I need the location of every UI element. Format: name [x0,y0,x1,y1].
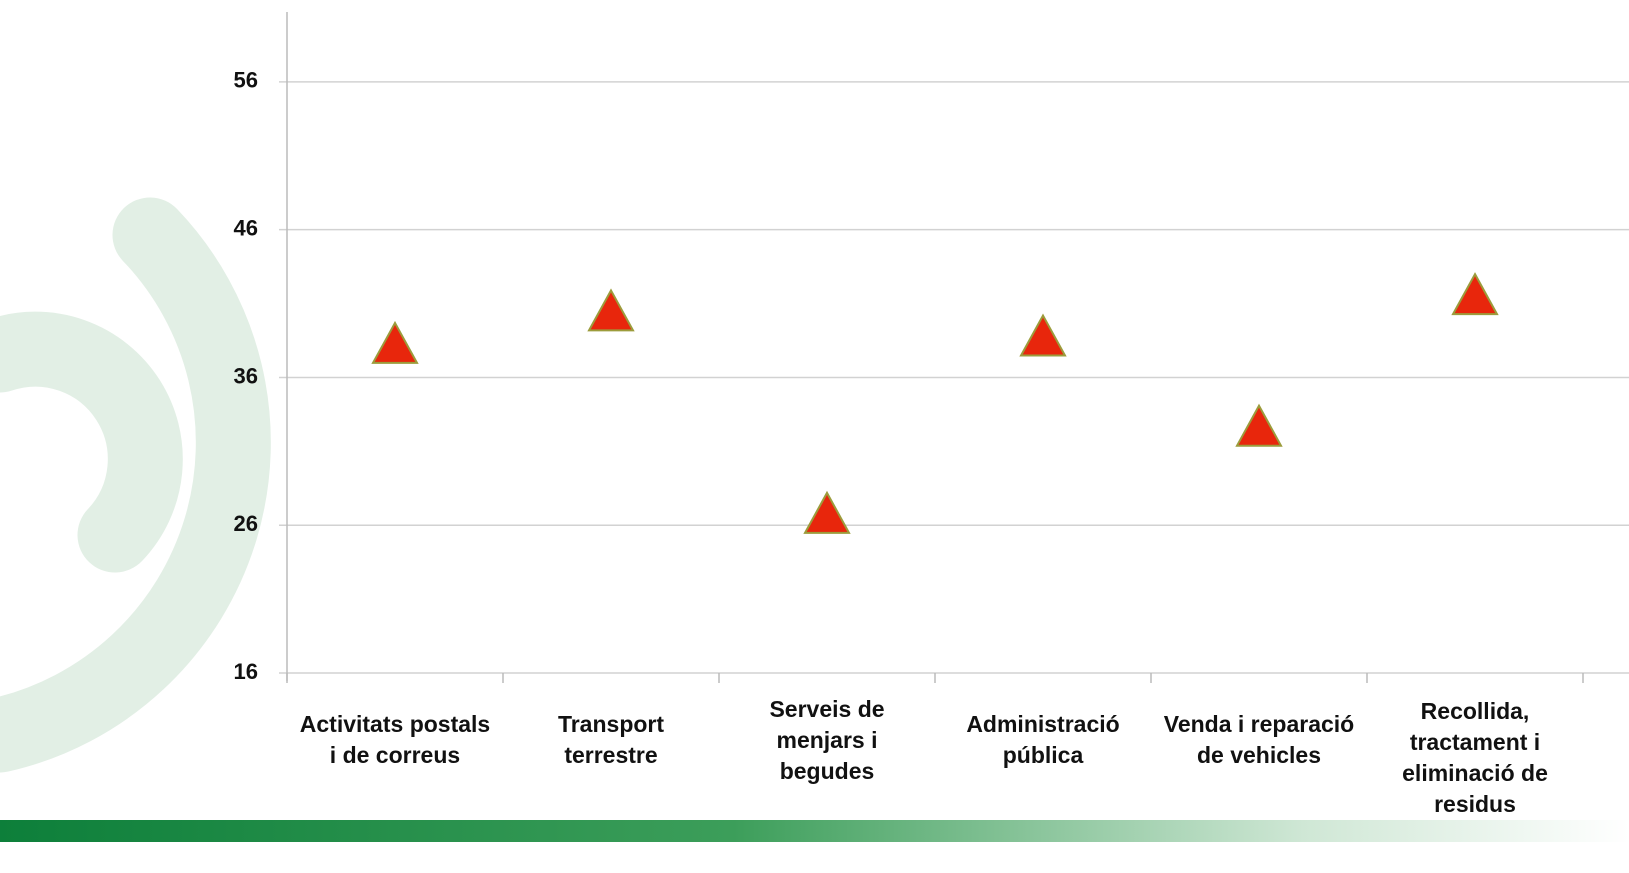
marker [587,288,635,332]
marker [803,490,851,534]
y-tick-label: 46 [234,215,258,240]
marker [1235,403,1283,447]
y-tick-label: 36 [234,363,258,388]
x-tick-label: Administració pública [966,711,1120,768]
x-tick-label: Venda i reparació de vehicles [1163,711,1355,768]
x-tick-label: Recollida, tractament i eliminació de re… [1402,698,1548,817]
x-tick-label: Transport terrestre [557,711,665,768]
background-decoration [0,197,271,773]
marker [1451,272,1499,316]
footer-band [0,820,1629,842]
y-tick-label: 26 [234,511,258,536]
y-tick-label: 16 [234,659,258,684]
y-tick-label: 56 [234,68,258,93]
marker [371,320,419,364]
x-tick-label: Activitats postals i de correus [299,711,491,768]
marker [1019,313,1067,357]
x-tick-label: Serveis de menjars i begudes [769,695,885,784]
